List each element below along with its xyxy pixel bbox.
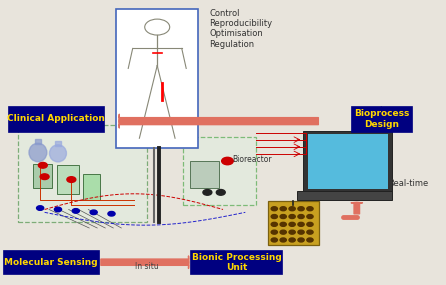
Circle shape [40, 174, 49, 180]
Bar [190, 161, 219, 188]
Circle shape [307, 238, 313, 242]
Text: Real-time: Real-time [388, 179, 428, 188]
Circle shape [289, 222, 295, 226]
Circle shape [307, 215, 313, 219]
Circle shape [289, 207, 295, 211]
Text: Molecular Sensing: Molecular Sensing [4, 258, 98, 267]
Circle shape [298, 222, 304, 226]
Circle shape [37, 206, 44, 210]
Ellipse shape [50, 145, 66, 162]
Circle shape [280, 238, 286, 242]
Bar [183, 137, 256, 205]
Circle shape [108, 211, 115, 216]
Circle shape [90, 210, 97, 215]
Circle shape [203, 190, 212, 195]
Circle shape [72, 209, 79, 213]
Circle shape [271, 222, 277, 226]
Circle shape [38, 162, 47, 168]
Bar [297, 191, 392, 200]
Bar [308, 134, 388, 189]
Text: In situ: In situ [135, 262, 159, 271]
Circle shape [54, 207, 62, 212]
Bar [35, 139, 41, 144]
Circle shape [289, 238, 295, 242]
Text: Bionic Processing
Unit: Bionic Processing Unit [191, 253, 281, 272]
Circle shape [280, 215, 286, 219]
Circle shape [307, 222, 313, 226]
Bar [116, 9, 198, 148]
Circle shape [280, 207, 286, 211]
Circle shape [67, 177, 76, 182]
Text: Bioprocess
Design: Bioprocess Design [354, 109, 409, 129]
Circle shape [271, 230, 277, 234]
Bar [33, 164, 52, 188]
Ellipse shape [29, 143, 47, 162]
Circle shape [271, 215, 277, 219]
Bar [303, 131, 392, 191]
Text: Control
Reproducibility
Optimisation
Regulation: Control Reproducibility Optimisation Reg… [210, 9, 273, 49]
Circle shape [298, 207, 304, 211]
Circle shape [298, 215, 304, 219]
Circle shape [307, 207, 313, 211]
Circle shape [298, 230, 304, 234]
Bar [55, 141, 61, 146]
FancyBboxPatch shape [3, 250, 99, 274]
Circle shape [280, 222, 286, 226]
Bar [18, 125, 147, 222]
Bar [57, 165, 79, 194]
Bar [268, 201, 319, 245]
Circle shape [280, 230, 286, 234]
Text: Clinical Application: Clinical Application [7, 115, 105, 123]
FancyBboxPatch shape [351, 106, 412, 132]
Circle shape [307, 230, 313, 234]
Circle shape [271, 238, 277, 242]
Circle shape [222, 157, 233, 165]
Circle shape [271, 207, 277, 211]
Circle shape [216, 190, 225, 195]
Circle shape [289, 215, 295, 219]
FancyBboxPatch shape [8, 106, 104, 132]
Circle shape [289, 230, 295, 234]
Text: Bioreactor: Bioreactor [232, 155, 272, 164]
Bar [83, 174, 100, 200]
FancyBboxPatch shape [190, 250, 282, 274]
Circle shape [298, 238, 304, 242]
